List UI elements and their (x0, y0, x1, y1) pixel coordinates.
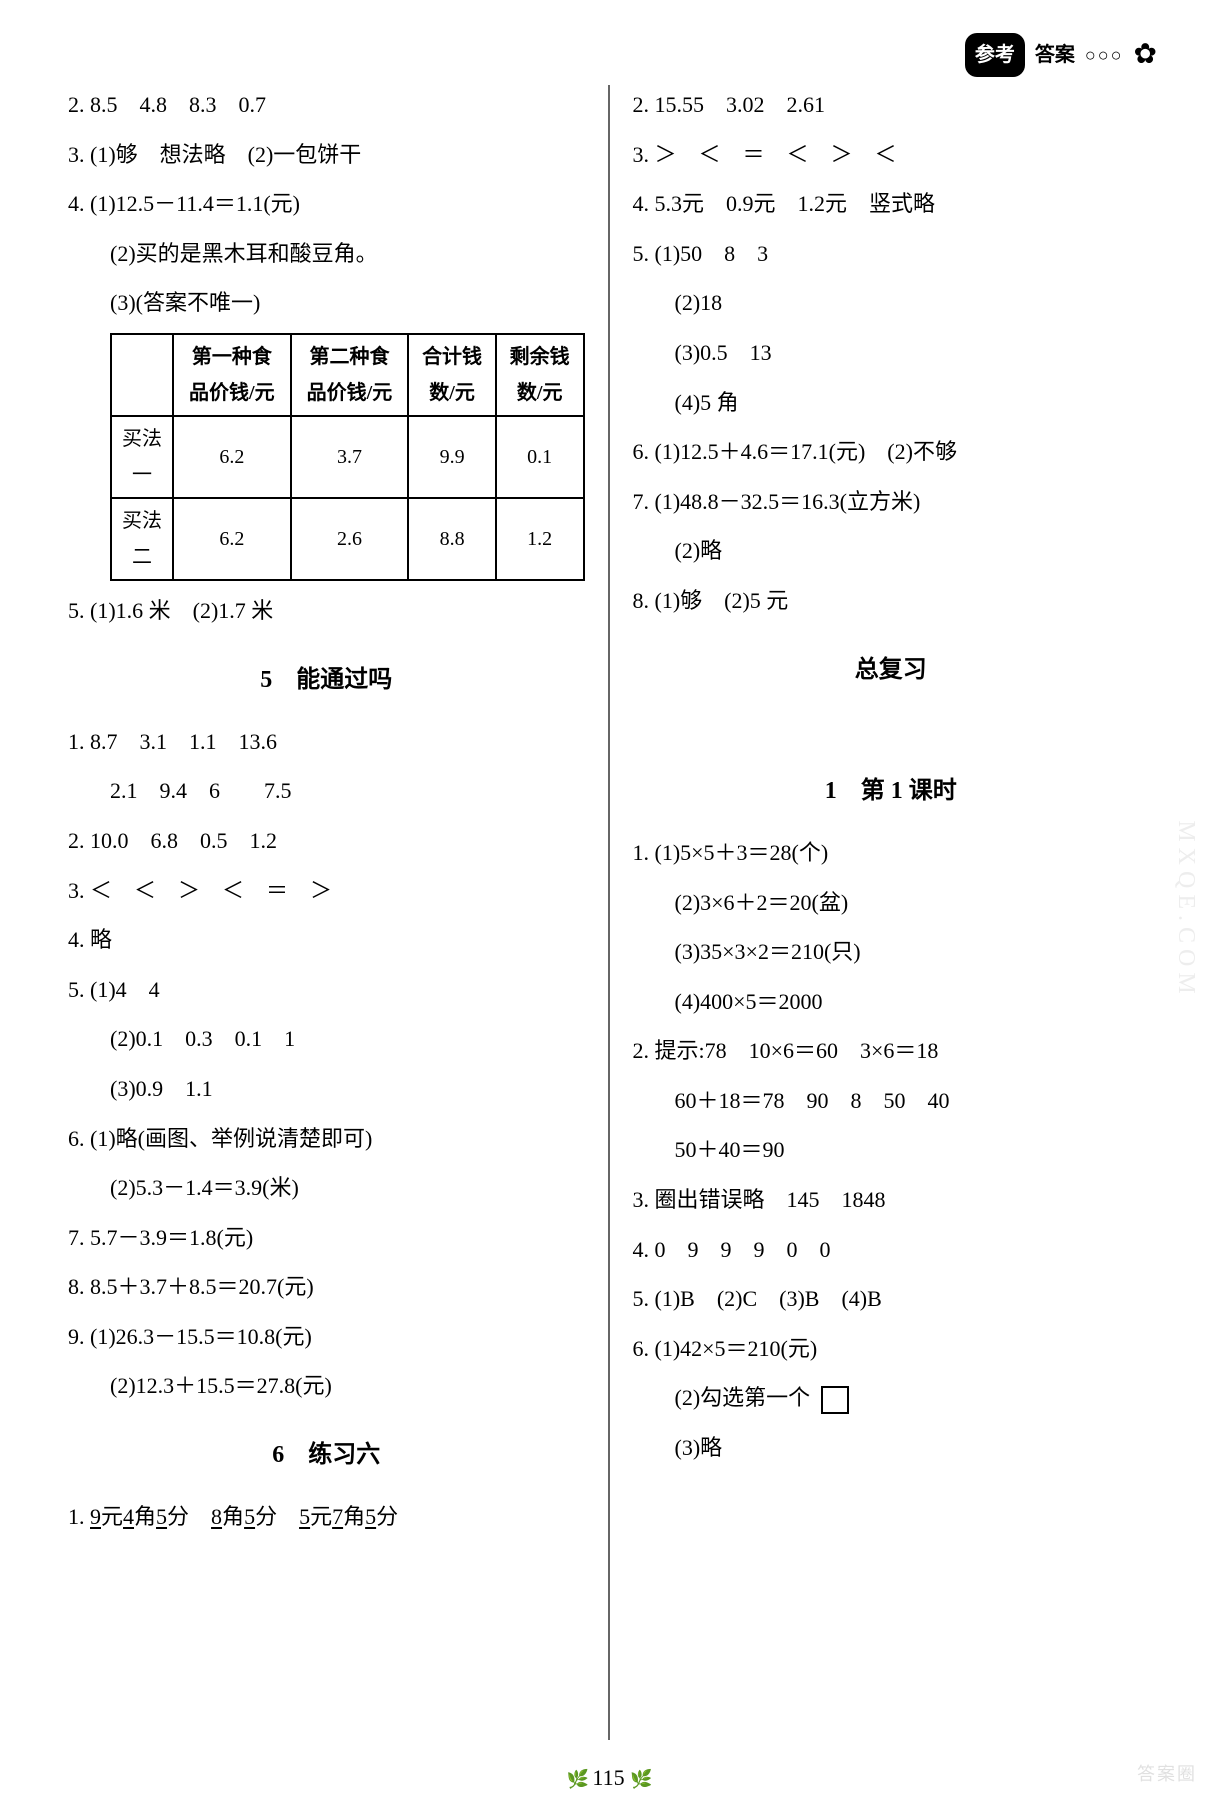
flower-icon: ✿ (1134, 30, 1157, 80)
answer-line: 4. 略 (68, 920, 585, 960)
answer-line: 2. 提示:78 10×6＝60 3×6＝18 (633, 1031, 1150, 1071)
table-header: 第二种食品价钱/元 (291, 334, 409, 416)
answer-line: 60＋18＝78 90 8 50 40 (633, 1081, 1150, 1121)
answer-line: 5. (1)1.6 米 (2)1.7 米 (68, 591, 585, 631)
table-header (111, 334, 173, 416)
page-decor-icon: 🌿 (566, 1769, 586, 1789)
answer-line: (3)0.9 1.1 (68, 1069, 585, 1109)
table-cell: 8.8 (408, 498, 496, 580)
answer-line: 7. 5.7－3.9＝1.8(元) (68, 1218, 585, 1258)
answer-line: 2. 10.0 6.8 0.5 1.2 (68, 821, 585, 861)
answer-line: (2)买的是黑木耳和酸豆角。 (68, 234, 585, 274)
section-title: 总复习 (633, 649, 1150, 692)
table-row: 买法一 6.2 3.7 9.9 0.1 (111, 416, 584, 498)
table-cell: 6.2 (173, 498, 291, 580)
answer-line: 4. 5.3元 0.9元 1.2元 竖式略 (633, 184, 1150, 224)
answer-line: (2)勾选第一个 (633, 1378, 1150, 1418)
answer-line: 6. (1)42×5＝210(元) (633, 1329, 1150, 1369)
page-header: 参考 答案 ○○○ ✿ (965, 30, 1157, 80)
page-decor-icon: 🌿 (630, 1769, 650, 1789)
answer-line: (3)35×3×2＝210(只) (633, 932, 1150, 972)
content-area: 2. 8.5 4.8 8.3 0.7 3. (1)够 想法略 (2)一包饼干 4… (0, 0, 1217, 1820)
answer-line: 2. 8.5 4.8 8.3 0.7 (68, 85, 585, 125)
section-title: 1 第 1 课时 (633, 770, 1150, 813)
page-number: 🌿 115 🌿 (566, 1758, 650, 1798)
answer-line: 5. (1)4 4 (68, 970, 585, 1010)
answer-line: (2)略 (633, 531, 1150, 571)
answer-line: (4)5 角 (633, 383, 1150, 423)
table-cell: 6.2 (173, 416, 291, 498)
answer-line: (3)(答案不唯一) (68, 283, 585, 323)
answer-line: (2)12.3＋15.5＝27.8(元) (68, 1366, 585, 1406)
answer-line: (2)5.3－1.4＝3.9(米) (68, 1168, 585, 1208)
answer-line: (3)0.5 13 (633, 333, 1150, 373)
table-cell: 买法二 (111, 498, 173, 580)
answer-table: 第一种食品价钱/元 第二种食品价钱/元 合计钱数/元 剩余钱数/元 买法一 6.… (110, 333, 585, 581)
answer-line: 3. ＞ ＜ ＝ ＜ ＞ ＜ (633, 135, 1150, 175)
section-title: 6 练习六 (68, 1434, 585, 1477)
answer-line: (2)3×6＋2＝20(盆) (633, 883, 1150, 923)
section-title: 5 能通过吗 (68, 659, 585, 702)
header-badge: 参考 (965, 33, 1025, 77)
table-header: 合计钱数/元 (408, 334, 496, 416)
answer-line: (2)18 (633, 283, 1150, 323)
answer-line: 8. (1)够 (2)5 元 (633, 581, 1150, 621)
answer-line: 5. (1)B (2)C (3)B (4)B (633, 1279, 1150, 1319)
table-cell: 9.9 (408, 416, 496, 498)
answer-line: 4. (1)12.5－11.4＝1.1(元) (68, 184, 585, 224)
answer-line: 6. (1)略(画图、举例说清楚即可) (68, 1119, 585, 1159)
watermark-corner: 答案圈 (1137, 1758, 1197, 1790)
answer-line: 8. 8.5＋3.7＋8.5＝20.7(元) (68, 1267, 585, 1307)
left-column: 2. 8.5 4.8 8.3 0.7 3. (1)够 想法略 (2)一包饼干 4… (50, 85, 603, 1740)
header-sub: 答案 (1035, 37, 1075, 73)
answer-line: 9. (1)26.3－15.5＝10.8(元) (68, 1317, 585, 1357)
answer-line: 6. (1)12.5＋4.6＝17.1(元) (2)不够 (633, 432, 1150, 472)
column-divider (608, 85, 610, 1740)
answer-line: 1. 8.7 3.1 1.1 13.6 (68, 722, 585, 762)
header-decoration: ○○○ (1085, 39, 1124, 71)
page-number-text: 115 (592, 1765, 624, 1790)
watermark-side: MXQE.COM (1164, 820, 1207, 999)
table-header: 第一种食品价钱/元 (173, 334, 291, 416)
right-column: 2. 15.55 3.02 2.61 3. ＞ ＜ ＝ ＜ ＞ ＜ 4. 5.3… (615, 85, 1168, 1740)
table-header: 剩余钱数/元 (496, 334, 584, 416)
answer-line: (3)略 (633, 1428, 1150, 1468)
answer-line: 1. (1)5×5＋3＝28(个) (633, 833, 1150, 873)
answer-line: 7. (1)48.8－32.5＝16.3(立方米) (633, 482, 1150, 522)
answer-line: 3. ＜ ＜ ＞ ＜ ＝ ＞ (68, 871, 585, 911)
answer-line: 4. 0 9 9 9 0 0 (633, 1230, 1150, 1270)
answer-line: (2)0.1 0.3 0.1 1 (68, 1019, 585, 1059)
table-cell: 0.1 (496, 416, 584, 498)
answer-line: (4)400×5＝2000 (633, 982, 1150, 1022)
table-cell: 2.6 (291, 498, 409, 580)
table-cell: 1.2 (496, 498, 584, 580)
table-cell: 3.7 (291, 416, 409, 498)
table-cell: 买法一 (111, 416, 173, 498)
answer-text: (2)勾选第一个 (675, 1385, 811, 1410)
answer-line: 5. (1)50 8 3 (633, 234, 1150, 274)
answer-line: 50＋40＝90 (633, 1130, 1150, 1170)
answer-line: 3. 圈出错误略 145 1848 (633, 1180, 1150, 1220)
answer-line: 2. 15.55 3.02 2.61 (633, 85, 1150, 125)
answer-line-underlined: 1. 9元4角5分 8角5分 5元7角5分 (68, 1497, 585, 1537)
answer-line: 3. (1)够 想法略 (2)一包饼干 (68, 135, 585, 175)
checkbox-icon (821, 1386, 849, 1414)
answer-line: 2.1 9.4 6 7.5 (68, 771, 585, 811)
table-header-row: 第一种食品价钱/元 第二种食品价钱/元 合计钱数/元 剩余钱数/元 (111, 334, 584, 416)
table-row: 买法二 6.2 2.6 8.8 1.2 (111, 498, 584, 580)
